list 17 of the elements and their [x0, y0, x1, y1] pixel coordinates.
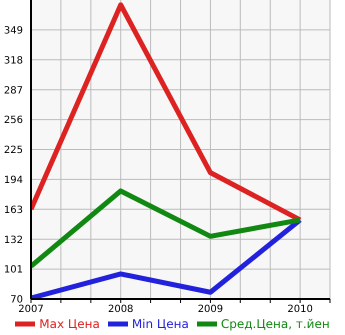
legend-label: Max Цена — [38, 317, 100, 331]
y-tick-label: 70 — [10, 294, 23, 306]
y-tick-label: 287 — [4, 85, 23, 96]
x-tick-label: 2009 — [198, 304, 224, 316]
y-tick-label: 194 — [4, 174, 23, 186]
legend-label: Min Цена — [130, 317, 189, 331]
y-tick-label: 318 — [4, 55, 23, 66]
y-tick-label: 225 — [4, 145, 23, 156]
y-tick-label: 101 — [4, 264, 23, 276]
x-tick-label: 2007 — [18, 304, 44, 316]
y-tick-label: 256 — [4, 115, 23, 126]
legend-label: Сред.Цена, т.йен — [220, 317, 330, 331]
y-tick-label: 132 — [4, 234, 23, 246]
y-tick-label: 163 — [4, 204, 23, 216]
y-tick-label: 349 — [4, 25, 23, 36]
x-tick-label: 2008 — [108, 304, 134, 316]
x-tick-label: 2010 — [287, 304, 313, 316]
